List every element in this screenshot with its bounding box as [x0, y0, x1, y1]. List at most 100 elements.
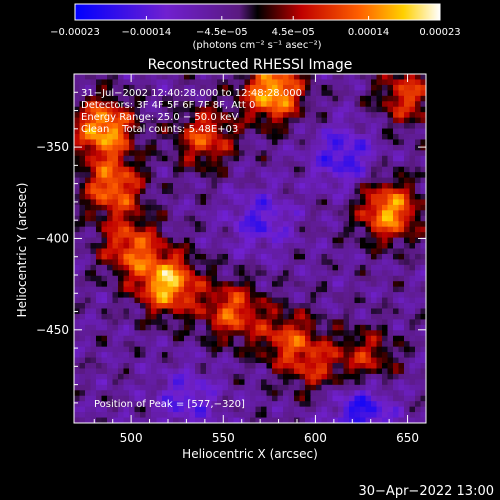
heatmap-cell [321, 308, 328, 315]
heatmap-cell [338, 123, 344, 129]
heatmap-cell [316, 133, 322, 140]
heatmap-cell [211, 401, 218, 408]
heatmap-cell [299, 237, 306, 244]
heatmap-cell [404, 264, 410, 271]
heatmap-cell [332, 379, 339, 386]
heatmap-cell [162, 346, 168, 353]
heatmap-cell [184, 79, 190, 86]
heatmap-cell [129, 363, 135, 369]
heatmap-cell [305, 117, 311, 124]
heatmap-cell [371, 346, 377, 353]
heatmap-cell [178, 395, 185, 402]
heatmap-cell [74, 188, 80, 195]
heatmap-cell [305, 417, 311, 423]
heatmap-cell [178, 183, 185, 189]
heatmap-cell [90, 384, 97, 391]
heatmap-cell [134, 221, 141, 228]
heatmap-cell [217, 259, 223, 266]
heatmap-cell [140, 264, 146, 271]
heatmap-cell [283, 74, 289, 80]
heatmap-cell [206, 363, 212, 369]
heatmap-cell [371, 204, 377, 211]
heatmap-cell [349, 379, 355, 386]
heatmap-cell [118, 253, 124, 260]
heatmap-cell [178, 259, 185, 266]
heatmap-cell [173, 172, 179, 179]
heatmap-cell [338, 199, 344, 206]
heatmap-cell [321, 133, 328, 140]
heatmap-cell [112, 79, 119, 86]
heatmap-cell [365, 319, 372, 326]
heatmap-cell [206, 275, 212, 282]
heatmap-cell [305, 188, 311, 195]
heatmap-cell [310, 133, 317, 140]
heatmap-cell [129, 106, 135, 113]
heatmap-cell [211, 281, 218, 288]
heatmap-cell [393, 341, 399, 348]
heatmap-cell [376, 303, 383, 309]
heatmap-cell [233, 264, 240, 271]
heatmap-cell [129, 368, 135, 375]
heatmap-cell [244, 313, 251, 320]
heatmap-cell [200, 248, 207, 255]
heatmap-cell [343, 286, 350, 293]
heatmap-cell [327, 390, 333, 397]
heatmap-cell [398, 297, 405, 304]
heatmap-cell [277, 133, 284, 140]
heatmap-cell [371, 303, 377, 309]
heatmap-cell [305, 390, 311, 397]
heatmap-cell [101, 253, 108, 260]
heatmap-cell [305, 226, 311, 233]
heatmap-cell [261, 297, 267, 304]
heatmap-cell [349, 204, 355, 211]
heatmap-cell [365, 101, 372, 108]
heatmap-cell [156, 379, 163, 386]
heatmap-cell [255, 161, 262, 168]
heatmap-cell [239, 335, 245, 342]
heatmap-cell [404, 183, 410, 189]
heatmap-cell [162, 166, 168, 173]
heatmap-cell [178, 303, 185, 309]
heatmap-cell [294, 352, 300, 358]
heatmap-cell [233, 259, 240, 266]
heatmap-cell [288, 166, 295, 173]
heatmap-cell [129, 166, 135, 173]
heatmap-cell [387, 406, 394, 413]
heatmap-cell [398, 401, 405, 408]
heatmap-cell [129, 155, 135, 162]
heatmap-cell [156, 373, 163, 380]
heatmap-cell [123, 166, 130, 173]
heatmap-cell [288, 395, 295, 402]
heatmap-cell [272, 286, 278, 293]
heatmap-cell [266, 390, 273, 397]
heatmap-cell [299, 297, 306, 304]
heatmap-cell [338, 412, 344, 418]
heatmap-cell [189, 221, 196, 228]
heatmap-cell [266, 150, 273, 157]
heatmap-cell [107, 221, 113, 228]
heatmap-cell [74, 335, 80, 342]
heatmap-cell [409, 330, 416, 337]
heatmap-cell [140, 79, 146, 86]
heatmap-cell [244, 221, 251, 228]
heatmap-cell [332, 357, 339, 364]
heatmap-cell [96, 243, 102, 249]
heatmap-cell [415, 117, 421, 124]
heatmap-cell [354, 248, 361, 255]
heatmap-cell [294, 384, 300, 391]
heatmap-cell [233, 155, 240, 162]
heatmap-cell [167, 106, 174, 113]
heatmap-cell [382, 330, 388, 337]
heatmap-cell [376, 199, 383, 206]
heatmap-cell [288, 133, 295, 140]
heatmap-cell [404, 390, 410, 397]
heatmap-cell [140, 363, 146, 369]
heatmap-cell [277, 406, 284, 413]
heatmap-cell [365, 161, 372, 168]
heatmap-cell [420, 330, 426, 337]
heatmap-cell [272, 308, 278, 315]
heatmap-cell [206, 232, 212, 238]
heatmap-cell [112, 133, 119, 140]
heatmap-cell [349, 117, 355, 124]
heatmap-cell [365, 357, 372, 364]
